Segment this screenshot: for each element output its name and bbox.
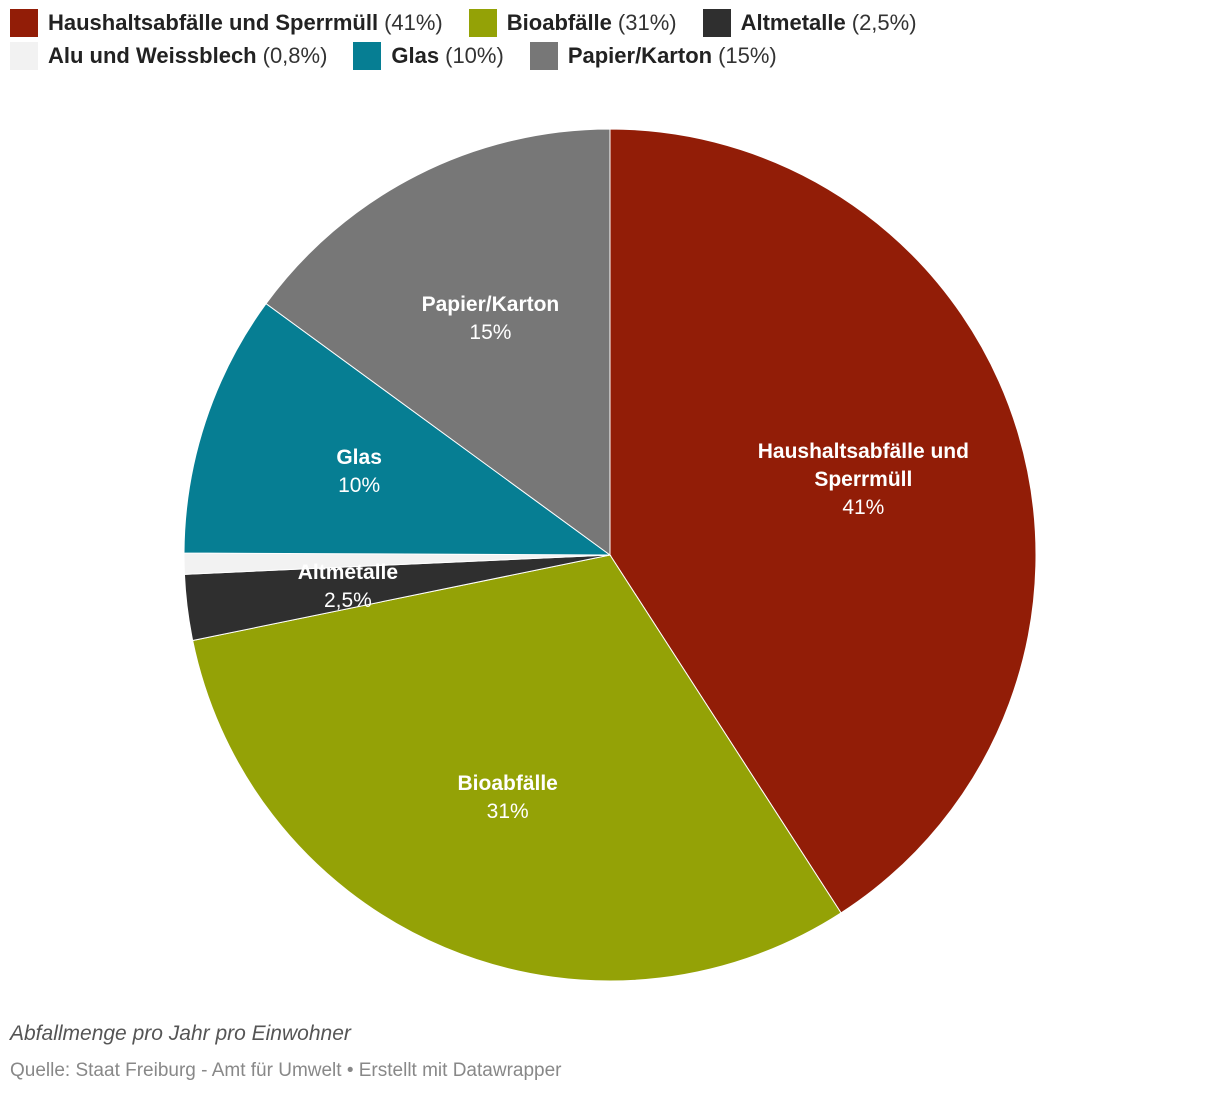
slice-label: Papier/Karton [422,293,560,316]
legend-label: Glas [391,42,440,68]
pie-chart: Haushaltsabfälle und Sperrmüll 41% Bioabfäl… [183,128,1037,982]
slice-label: Glas [336,446,382,469]
legend-label: Bioabfälle [506,9,612,35]
slice-value-label: 15% [469,321,511,344]
legend-label: Haushaltsabfälle und Sperrmüll [48,9,379,35]
legend-item: Glas (10%) [353,41,504,70]
legend-swatch [529,41,558,70]
slice-label: Sperrmüll [814,468,912,491]
pie-slice [609,128,1037,914]
legend-item: Bioabfälle (31%) [468,8,677,37]
slice-value-label: 2,5% [324,589,372,612]
pie-slice [183,302,612,556]
legend-row: Alu und Weissblech (0,8%) Glas (10%) Papier/… [10,39,1200,72]
slice-label: Altmetalle [298,561,398,584]
legend-label: Alu und Weissblech [48,42,257,68]
chart-notes: Abfallmenge pro Jahr pro Einwohner [10,1022,351,1045]
legend-percent: (0,8%) [262,42,328,68]
legend-swatch [702,8,731,37]
legend-percent: (2,5%) [851,9,917,35]
slice-label: Haushaltsabfälle und [758,440,969,463]
legend-item: Papier/Karton (15%) [529,41,777,70]
legend-percent: (41%) [384,9,443,35]
slice-value-label: 31% [487,800,529,823]
slice-value-label: 41% [842,496,884,519]
legend-item: Altmetalle (2,5%) [702,8,917,37]
legend-label: Altmetalle [740,9,846,35]
legend-swatch [10,41,38,70]
legend-swatch [353,41,382,70]
legend-row: Haushaltsabfälle und Sperrmüll (41%) Bioab… [10,6,1200,39]
legend-swatch [468,8,497,37]
pie-slice [192,554,842,982]
legend-item: Haushaltsabfälle und Sperrmüll (41%) [10,8,443,37]
slice-value-label: 10% [338,474,380,497]
chart-legend: Haushaltsabfälle und Sperrmüll (41%) Bioab… [10,6,1200,72]
legend-percent: (31%) [617,9,677,35]
slice-label: Bioabfälle [458,772,558,795]
pie-slice [265,128,611,556]
legend-percent: (10%) [445,42,504,68]
legend-swatch [10,8,38,37]
legend-item: Alu und Weissblech (0,8%) [10,41,328,70]
legend-percent: (15%) [718,42,777,68]
chart-source: Quelle: Staat Freiburg - Amt für Umwelt … [10,1060,562,1081]
legend-label: Papier/Karton [567,42,713,68]
